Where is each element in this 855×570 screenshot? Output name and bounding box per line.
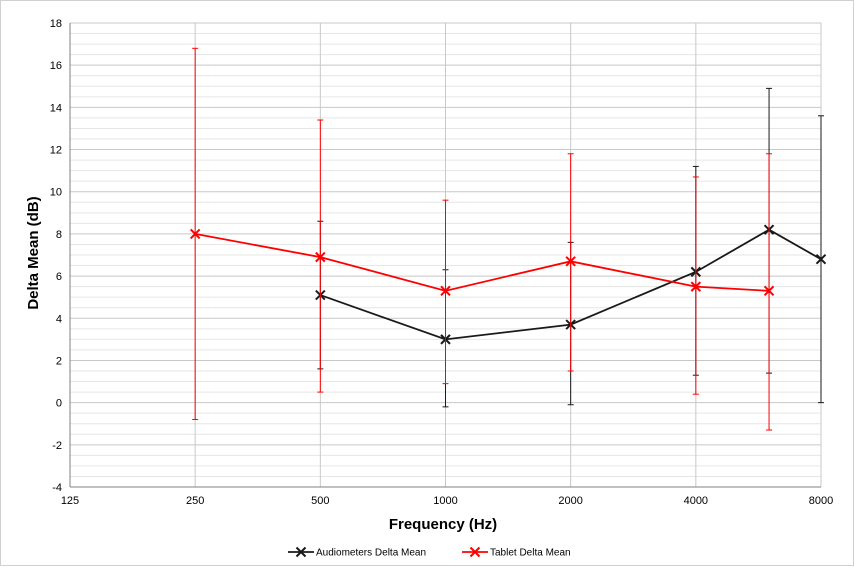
y-tick-label: 0	[56, 398, 62, 410]
data-point	[763, 285, 775, 297]
marker-stroke	[315, 251, 326, 263]
y-tick-label: 6	[56, 271, 62, 283]
marker-stroke	[690, 281, 702, 292]
marker-stroke	[189, 228, 201, 240]
y-tick-label: 8	[56, 229, 62, 241]
y-tick-label: 16	[50, 60, 62, 72]
x-tick-label: 250	[186, 495, 204, 507]
x-tick-label: 2000	[558, 495, 582, 507]
y-axis-title: Delta Mean (dB)	[25, 196, 42, 309]
y-tick-label: 10	[50, 187, 62, 199]
y-tick-label: 4	[56, 313, 62, 325]
x-axis-title: Frequency (Hz)	[389, 516, 497, 533]
legend-label: Tablet Delta Mean	[490, 548, 571, 559]
x-tick-label: 125	[61, 495, 79, 507]
y-tick-label: 18	[50, 18, 62, 30]
x-tick-label: 8000	[809, 495, 833, 507]
series-layer	[189, 47, 827, 431]
legend-marker	[469, 546, 481, 558]
data-point	[189, 228, 201, 240]
x-tick-label: 4000	[684, 495, 708, 507]
axis-layer: -4 -2 0 2 4 6 8 10 12 14 16 18 125 250 500 1000 2000 4000…	[50, 18, 833, 507]
data-point	[690, 281, 702, 292]
marker-stroke	[440, 285, 451, 297]
marker-stroke	[815, 254, 827, 265]
y-tick-label: 14	[50, 102, 62, 114]
series-line	[320, 228, 822, 341]
y-tick-label: -4	[52, 482, 62, 494]
y-tick-label: 12	[50, 145, 62, 157]
x-tick-label: 500	[311, 495, 329, 507]
legend: Audiometers Delta Mean Tablet Delta Mean	[288, 546, 571, 559]
data-point	[315, 251, 326, 263]
series-tablet	[189, 47, 775, 431]
marker-stroke	[295, 546, 307, 558]
legend-item-tablet: Tablet Delta Mean	[462, 546, 571, 559]
legend-item-audiometers: Audiometers Delta Mean	[288, 546, 426, 559]
marker-stroke	[469, 546, 481, 558]
marker-stroke	[763, 285, 775, 297]
data-point	[815, 254, 827, 265]
data-point	[565, 256, 576, 267]
y-tick-label: 2	[56, 355, 62, 367]
marker-stroke	[565, 256, 576, 267]
series-line	[195, 233, 770, 292]
x-tick-label: 1000	[433, 495, 457, 507]
legend-marker	[295, 546, 307, 558]
data-point	[440, 285, 451, 297]
y-tick-label: -2	[52, 440, 62, 452]
legend-label: Audiometers Delta Mean	[316, 548, 426, 559]
